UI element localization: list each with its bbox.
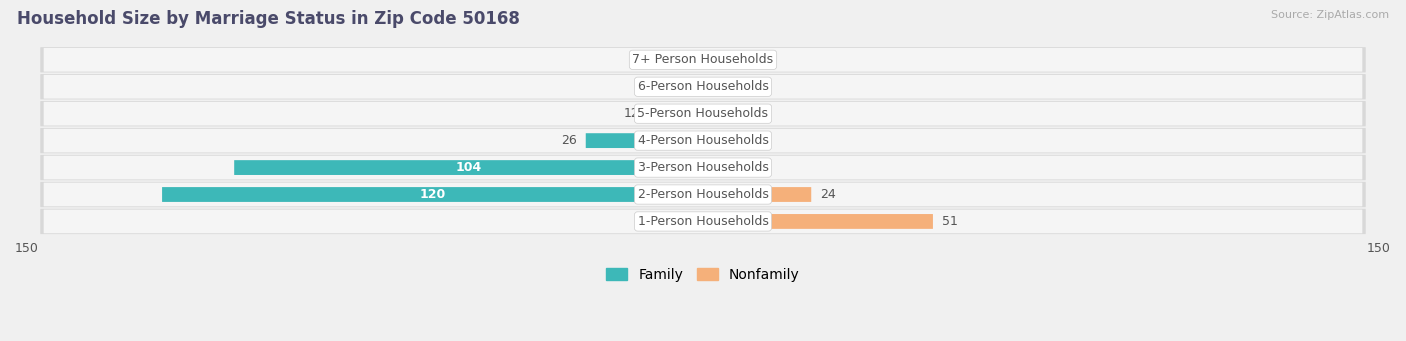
FancyBboxPatch shape	[44, 75, 1362, 99]
Text: 6-Person Households: 6-Person Households	[637, 80, 769, 93]
Text: 51: 51	[942, 215, 957, 228]
FancyBboxPatch shape	[41, 101, 1365, 127]
FancyBboxPatch shape	[648, 106, 703, 121]
Text: 7+ Person Households: 7+ Person Households	[633, 53, 773, 66]
FancyBboxPatch shape	[235, 160, 703, 175]
Text: 104: 104	[456, 161, 482, 174]
Text: 12: 12	[624, 107, 640, 120]
Text: 24: 24	[820, 188, 837, 201]
Text: 0: 0	[717, 134, 724, 147]
Text: 1-Person Households: 1-Person Households	[637, 215, 769, 228]
Text: 120: 120	[419, 188, 446, 201]
FancyBboxPatch shape	[41, 209, 1365, 234]
Text: 6: 6	[659, 80, 666, 93]
FancyBboxPatch shape	[41, 47, 1365, 72]
Text: 0: 0	[682, 215, 689, 228]
Text: 3-Person Households: 3-Person Households	[637, 161, 769, 174]
FancyBboxPatch shape	[44, 48, 1362, 72]
Legend: Family, Nonfamily: Family, Nonfamily	[600, 262, 806, 287]
FancyBboxPatch shape	[41, 74, 1365, 99]
Text: Household Size by Marriage Status in Zip Code 50168: Household Size by Marriage Status in Zip…	[17, 10, 520, 28]
Text: 26: 26	[561, 134, 576, 147]
FancyBboxPatch shape	[44, 102, 1362, 125]
Text: 0: 0	[717, 53, 724, 66]
FancyBboxPatch shape	[41, 128, 1365, 153]
FancyBboxPatch shape	[41, 155, 1365, 180]
FancyBboxPatch shape	[162, 187, 703, 202]
Text: Source: ZipAtlas.com: Source: ZipAtlas.com	[1271, 10, 1389, 20]
Text: 0: 0	[717, 80, 724, 93]
FancyBboxPatch shape	[703, 187, 811, 202]
FancyBboxPatch shape	[44, 156, 1362, 179]
FancyBboxPatch shape	[703, 214, 934, 229]
Text: 0: 0	[717, 107, 724, 120]
FancyBboxPatch shape	[44, 210, 1362, 233]
Text: 0: 0	[717, 161, 724, 174]
FancyBboxPatch shape	[44, 183, 1362, 206]
Text: 5-Person Households: 5-Person Households	[637, 107, 769, 120]
Text: 2-Person Households: 2-Person Households	[637, 188, 769, 201]
FancyBboxPatch shape	[44, 129, 1362, 152]
Text: 0: 0	[682, 53, 689, 66]
FancyBboxPatch shape	[41, 182, 1365, 207]
Text: 4-Person Households: 4-Person Households	[637, 134, 769, 147]
FancyBboxPatch shape	[586, 133, 703, 148]
FancyBboxPatch shape	[676, 79, 703, 94]
